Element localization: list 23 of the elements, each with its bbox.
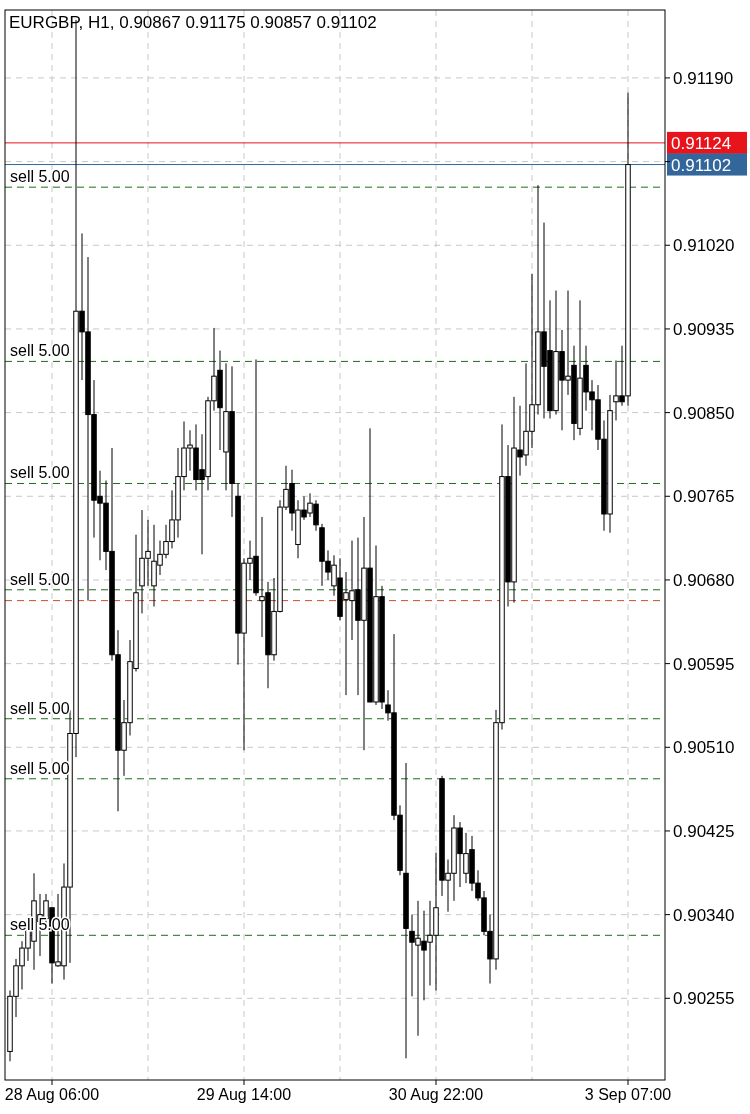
y-tick-label: 0.90680	[673, 570, 735, 590]
ref-line-label: sell 5.00	[10, 342, 70, 360]
chart-title: EURGBP, H1, 0.90867 0.91175 0.90857 0.91102	[9, 13, 377, 32]
x-tick-label: 30 Aug 22:00	[388, 1086, 484, 1103]
ref-line-label: sell 5.00	[10, 699, 70, 717]
ref-line-label: sell 5.00	[10, 464, 70, 482]
x-tick-label: 3 Sep 07:00	[584, 1086, 672, 1103]
y-tick-label: 0.90765	[673, 487, 735, 507]
ref-line-label: 0.91124	[671, 133, 732, 153]
y-tick-label: 0.90425	[673, 821, 735, 841]
y-tick-label: 0.90850	[673, 403, 735, 423]
y-tick-label: 0.91190	[673, 68, 734, 88]
ref-line-label: sell 5.00	[10, 168, 70, 186]
y-tick-label: 0.90340	[673, 905, 735, 925]
ref-line-label: sell 5.00	[10, 570, 70, 588]
y-tick-label: 0.91020	[673, 236, 735, 256]
y-tick-label: 0.90595	[673, 654, 735, 674]
y-tick-label: 0.90255	[673, 989, 735, 1009]
x-tick-label: 28 Aug 06:00	[4, 1086, 100, 1103]
y-tick-label: 0.90510	[673, 738, 735, 758]
y-tick-label: 0.90935	[673, 319, 735, 339]
ref-line-label: 0.91102	[671, 155, 732, 175]
x-tick-label: 29 Aug 14:00	[196, 1086, 292, 1103]
